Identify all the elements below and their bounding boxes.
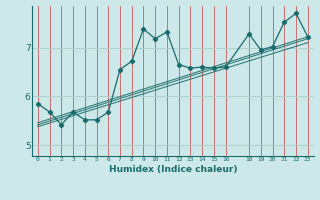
X-axis label: Humidex (Indice chaleur): Humidex (Indice chaleur): [108, 165, 237, 174]
